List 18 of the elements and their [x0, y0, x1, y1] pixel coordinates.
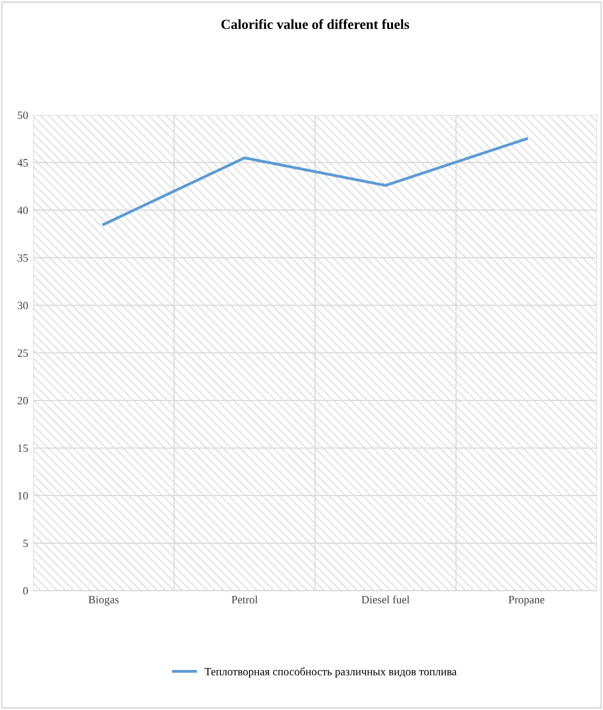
y-tick-label: 5	[23, 540, 28, 548]
y-tick-label: 45	[17, 159, 28, 167]
x-tick-label: Diesel fuel	[362, 595, 410, 604]
y-tick-label: 30	[18, 302, 28, 310]
x-tick-label: Petrol	[232, 596, 258, 604]
x-tick-label: Propane	[508, 596, 544, 606]
y-tick-label: 0	[23, 587, 28, 595]
x-tick-label: Biogas	[88, 596, 119, 606]
legend-label: Теплотворная способность различных видов топлива	[204, 667, 457, 678]
y-tick-label: 50	[18, 111, 28, 119]
y-tick-label: 10	[18, 492, 28, 500]
y-tick-label: 25	[18, 349, 28, 357]
y-tick-label: 20	[18, 396, 28, 404]
y-tick-label: 35	[18, 254, 28, 262]
y-tick-label: 40	[17, 206, 28, 214]
y-tick-label: 15	[18, 444, 28, 452]
chart-title: Calorific value of different fuels	[221, 19, 410, 30]
line-series	[102, 137, 528, 226]
